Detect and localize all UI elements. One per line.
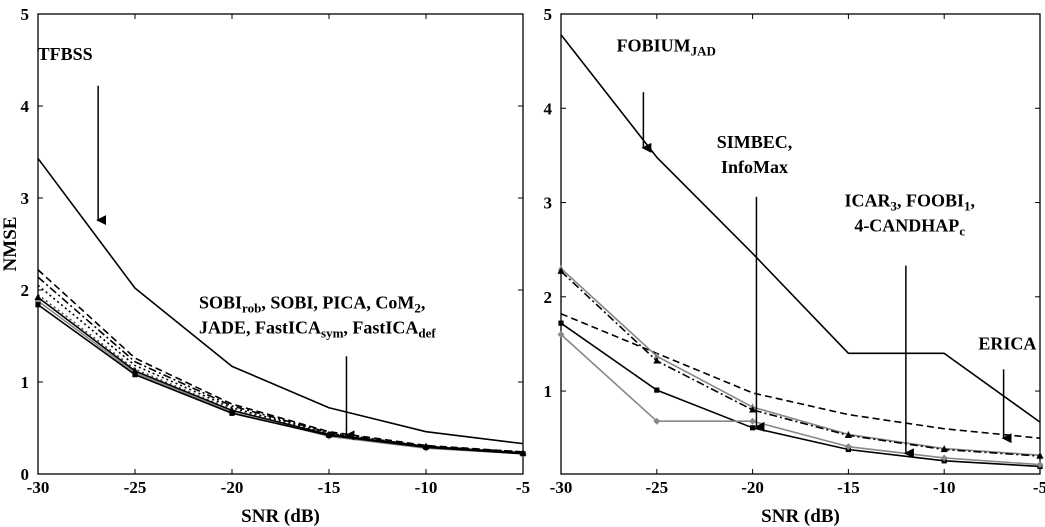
x-tick-label: -5 [1033, 478, 1045, 497]
y-tick-label: 2 [21, 281, 30, 300]
data-point-triangle [1036, 452, 1044, 459]
y-tick-label: 0 [21, 465, 30, 484]
series-line [560, 270, 1041, 457]
data-point-square [558, 320, 564, 326]
annotation-text: , SOBI, PICA, CoM [261, 292, 414, 312]
x-axis-label: SNR (dB) [761, 506, 840, 527]
annotation-text: 4-CANDHAP [854, 215, 959, 235]
x-tick-label: -15 [837, 478, 860, 497]
data-point-triangle [228, 406, 236, 414]
annotation-text: SIMBEC, [717, 132, 793, 152]
data-point-square [132, 372, 138, 378]
series-line [37, 296, 524, 454]
y-tick-label: 1 [544, 382, 553, 401]
annotation-label: SIMBEC, [717, 132, 793, 152]
series-line [560, 34, 1041, 423]
x-tick-label: -5 [516, 478, 530, 497]
x-tick-label: -20 [221, 478, 244, 497]
annotation-text: , [970, 190, 975, 210]
data-point-triangle [422, 442, 430, 449]
x-tick-label: -25 [124, 478, 147, 497]
y-tick-label: 4 [21, 97, 30, 116]
series-line [37, 304, 524, 455]
annotation-subscript: 3 [890, 198, 897, 213]
data-point-triangle [749, 406, 757, 413]
annotation-label: 4-CANDHAPc [854, 215, 965, 238]
annotation-subscript: c [959, 223, 965, 238]
series-line [560, 322, 1041, 468]
annotation-text: , FastICA [343, 317, 418, 337]
plot-frame [37, 13, 524, 475]
y-tick-label: 5 [544, 5, 553, 24]
annotation-label: SOBIrob, SOBI, PICA, CoM2, [199, 292, 425, 315]
data-point-square [654, 387, 660, 393]
y-tick-label: 3 [544, 194, 553, 213]
annotation-subscript: 2 [414, 300, 421, 315]
data-point-triangle [131, 367, 139, 374]
annotation-label: ERICA [978, 334, 1036, 354]
data-point-diamond [1036, 461, 1044, 469]
annotation-label: TFBSS [38, 44, 93, 64]
y-tick-label: 5 [21, 5, 30, 24]
annotation-text: ERICA [978, 334, 1036, 354]
data-point-diamond [653, 417, 661, 425]
y-tick-label: 2 [544, 288, 553, 307]
annotation-label: ICAR3, FOOBI1, [844, 190, 975, 213]
annotation-text: , [421, 292, 426, 312]
annotation-label: FOBIUMJAD [617, 36, 716, 59]
right-chart: -30 -25 -20 -15 -10 -5 1 2 3 4 5 SNR (dB) FOBIUMJAD S… [544, 5, 1045, 527]
annotation-label: JADE, FastICAsym, FastICAdef [199, 317, 436, 340]
series-line [560, 313, 1041, 439]
y-axis-label: NMSE [0, 217, 21, 272]
y-tick-label: 1 [21, 373, 30, 392]
annotation-text: SOBI [199, 292, 242, 312]
series-line [37, 157, 524, 445]
data-point-diamond [844, 443, 852, 451]
annotation-text: TFBSS [38, 44, 93, 64]
x-tick-label: -20 [741, 478, 764, 497]
data-point-diamond [749, 417, 757, 425]
annotation-subscript: 1 [964, 198, 971, 213]
data-point-triangle [844, 431, 852, 438]
data-point-triangle [325, 430, 333, 438]
data-point-triangle [557, 267, 565, 274]
data-point-triangle [653, 352, 661, 359]
annotation-text: InfoMax [721, 157, 788, 177]
y-tick-label: 4 [544, 99, 553, 118]
annotation-subscript: JAD [691, 44, 716, 59]
x-tick-label: -30 [550, 478, 573, 497]
data-point-triangle [34, 293, 42, 300]
series-line [560, 267, 1041, 456]
x-tick-label: -10 [933, 478, 956, 497]
data-point-square [35, 302, 41, 308]
data-point-triangle [940, 445, 948, 453]
left-chart: -30 -25 -20 -15 -10 -5 0 1 2 3 4 5 SNR (dB) NMSE TFBSS… [0, 5, 530, 527]
plot-frame [560, 13, 1041, 475]
data-point-triangle [519, 449, 527, 456]
data-point-square [750, 425, 756, 431]
data-point-triangle [653, 357, 661, 364]
x-tick-label: -30 [27, 478, 50, 497]
annotation-subscript: rob [242, 300, 261, 315]
x-axis-label: SNR (dB) [241, 506, 320, 527]
annotation-text: FOBIUM [617, 36, 691, 56]
data-point-square [229, 410, 235, 416]
series-line [560, 333, 1041, 466]
data-point-diamond [557, 330, 565, 338]
x-tick-label: -15 [318, 478, 341, 497]
annotation-text: JADE, FastICA [199, 317, 321, 337]
annotation-text: ICAR [844, 190, 891, 210]
annotation-subscript: sym [321, 325, 344, 340]
annotation-text: , FOOBI [897, 190, 964, 210]
data-point-diamond [940, 454, 948, 462]
x-tick-label: -10 [415, 478, 438, 497]
y-tick-label: 3 [21, 189, 30, 208]
annotation-label: InfoMax [721, 157, 788, 177]
annotation-subscript: def [418, 325, 436, 340]
x-tick-label: -25 [645, 478, 668, 497]
